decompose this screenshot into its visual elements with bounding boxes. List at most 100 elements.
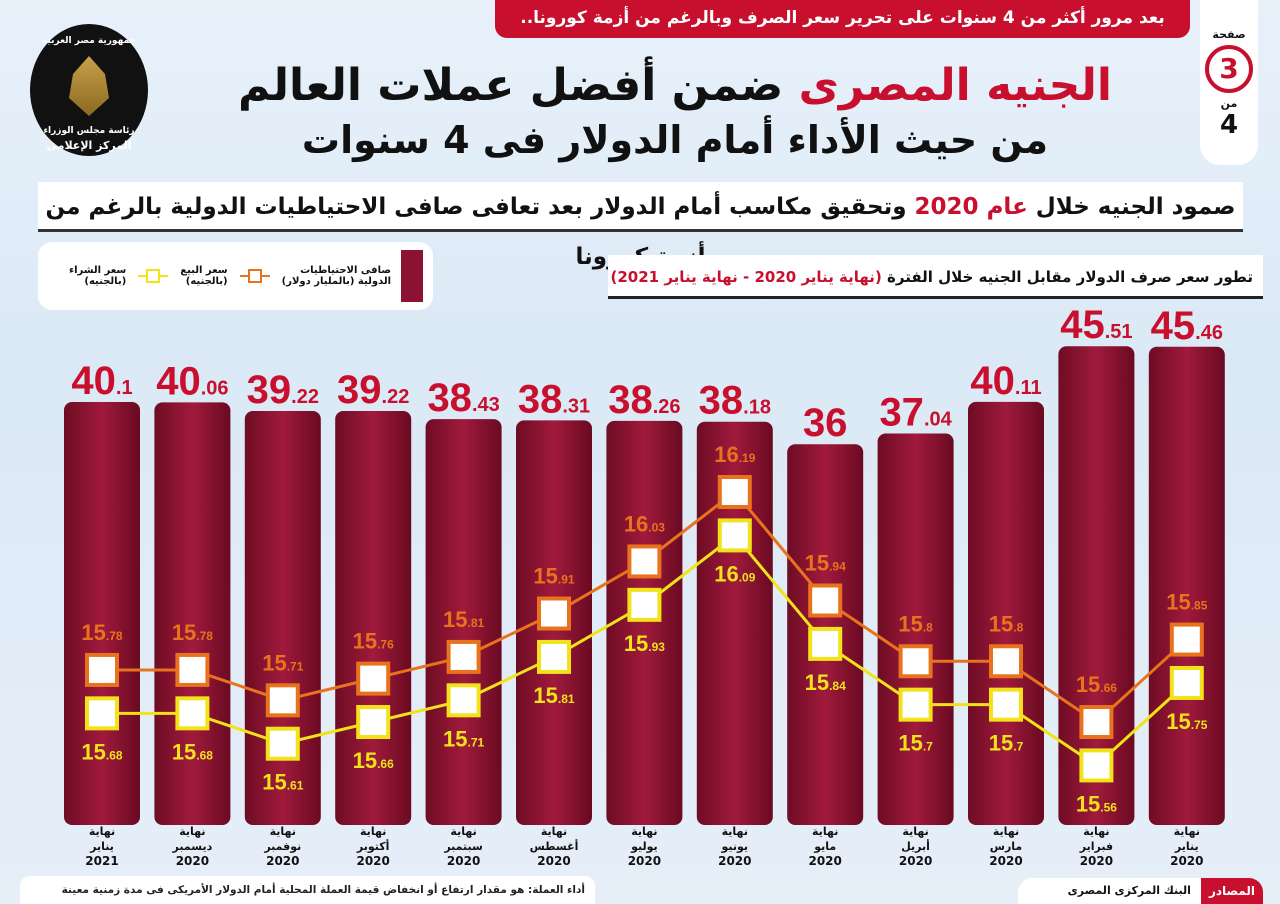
reserve-value-label: 38.43 bbox=[427, 376, 499, 420]
x-tick-line: 2020 bbox=[356, 854, 390, 868]
x-tick-line: مايو bbox=[814, 840, 837, 853]
sell-rate-label: 15.85 bbox=[1166, 590, 1207, 615]
page-title-line2: من حيث الأداء أمام الدولار فى 4 سنوات bbox=[301, 118, 1049, 162]
sell-rate-label: 15.76 bbox=[353, 629, 394, 654]
page-of: من bbox=[1220, 97, 1238, 110]
x-tick-line: 2020 bbox=[537, 854, 571, 868]
page-label: صفحة bbox=[1212, 28, 1246, 41]
x-tick-line: نهاية bbox=[1083, 825, 1110, 838]
sell-rate-marker bbox=[85, 652, 119, 687]
x-tick-line: نهاية bbox=[540, 825, 568, 838]
buy-rate-marker bbox=[356, 705, 391, 740]
sell-rate-label: 15.78 bbox=[81, 620, 122, 645]
sell-rate-marker bbox=[1079, 705, 1114, 740]
legend-sell-2: (بالجنيه) bbox=[185, 276, 228, 287]
x-tick-line: نهاية bbox=[450, 825, 477, 838]
sources: المصادر البنك المركزى المصرى bbox=[1018, 878, 1263, 904]
sources-label: المصادر bbox=[1200, 878, 1263, 904]
buy-rate-label: 16.09 bbox=[714, 561, 755, 586]
buy-rate-label: 15.71 bbox=[443, 726, 484, 751]
reserve-value-label: 39.22 bbox=[337, 368, 409, 412]
sell-rate-marker bbox=[537, 596, 571, 631]
sell-rate-marker bbox=[175, 652, 210, 687]
title-rest: ضمن أفضل عملات العالم bbox=[238, 60, 784, 111]
x-tick-line: 2020 bbox=[808, 854, 842, 868]
subtitle: صمود الجنيه خلال عام 2020 وتحقيق مكاسب أ… bbox=[38, 182, 1243, 270]
buy-rate-label: 15.75 bbox=[1166, 709, 1207, 734]
sell-rate-label: 15.91 bbox=[533, 564, 574, 589]
buy-rate-marker bbox=[537, 639, 571, 674]
buy-rate-label: 15.81 bbox=[533, 683, 574, 708]
buy-rate-label: 15.66 bbox=[353, 748, 394, 773]
x-tick-line: 2021 bbox=[85, 854, 119, 868]
buy-rate-label: 15.7 bbox=[898, 731, 933, 756]
sell-rate-marker bbox=[265, 683, 300, 718]
buy-rate-marker bbox=[989, 687, 1023, 722]
cabinet-logo: جمهورية مصر العربية رئاسة مجلس الوزراء ا… bbox=[30, 24, 148, 156]
x-tick-line: 2020 bbox=[1079, 854, 1114, 868]
reserve-bar bbox=[606, 420, 683, 825]
x-tick-line: أغسطس bbox=[529, 840, 579, 853]
x-tick-line: نهاية bbox=[812, 825, 839, 838]
top-banner: بعد مرور أكثر من 4 سنوات على تحرير سعر ا… bbox=[495, 0, 1190, 38]
chart-title: تطور سعر صرف الدولار مقابل الجنيه خلال ا… bbox=[608, 255, 1263, 299]
title-red: الجنيه المصرى bbox=[798, 60, 1112, 111]
sell-rate-label: 16.19 bbox=[714, 442, 755, 467]
x-tick-line: مارس bbox=[989, 840, 1023, 853]
x-tick-label: نهاية يناير 2020 bbox=[1147, 824, 1227, 869]
x-tick-line: فبراير bbox=[1079, 840, 1114, 853]
x-tick-label: نهاية سبتمبر 2020 bbox=[424, 824, 504, 869]
buy-rate-label: 15.61 bbox=[262, 770, 303, 795]
buy-rate-marker bbox=[175, 696, 210, 731]
logo-text-mid: رئاسة مجلس الوزراء bbox=[43, 126, 135, 136]
x-tick-line: نهاية bbox=[88, 825, 116, 838]
sell-rate-marker bbox=[898, 644, 933, 679]
x-tick-label: نهاية فبراير 2020 bbox=[1056, 824, 1136, 869]
sell-rate-marker bbox=[717, 475, 752, 509]
buy-rate-label: 15.7 bbox=[989, 731, 1024, 756]
reserve-bar bbox=[696, 421, 773, 825]
legend-buy-swatch bbox=[138, 269, 169, 283]
page-total: 4 bbox=[1219, 110, 1239, 140]
reserve-value-label: 45.51 bbox=[1060, 303, 1132, 347]
page-number: 3 bbox=[1205, 45, 1253, 93]
legend-reserves-1: صافى الاحتياطيات bbox=[300, 265, 391, 276]
logo-text-top: جمهورية مصر العربية bbox=[41, 36, 137, 46]
reserve-bar bbox=[1148, 346, 1225, 825]
reserve-value-label: 40.06 bbox=[156, 359, 228, 403]
sell-rate-label: 15.81 bbox=[443, 607, 484, 632]
x-tick-line: نهاية bbox=[179, 825, 206, 838]
buy-rate-marker bbox=[808, 626, 843, 661]
x-tick-line: نهاية bbox=[631, 825, 658, 838]
x-tick-label: نهاية أكتوبر 2020 bbox=[333, 824, 413, 869]
reserve-value-label: 38.26 bbox=[608, 378, 680, 422]
sell-rate-marker bbox=[356, 661, 391, 696]
sources-value: البنك المركزى المصرى bbox=[1018, 878, 1201, 904]
x-tick-line: 2020 bbox=[1170, 854, 1204, 868]
x-tick-line: سبتمبر bbox=[444, 840, 483, 853]
x-tick-label: نهاية مايو 2020 bbox=[785, 824, 865, 869]
buy-rate-marker bbox=[265, 726, 300, 761]
sell-rate-marker bbox=[1169, 622, 1204, 657]
page-title: الجنيه المصرى ضمن أفضل عملات العالم bbox=[200, 60, 1150, 111]
x-tick-label: نهاية يوليو 2020 bbox=[604, 824, 684, 869]
x-tick-label: نهاية نوفمبر 2020 bbox=[243, 824, 323, 869]
legend-buy-2: (بالجنيه) bbox=[84, 276, 127, 287]
reserve-value-label: 40.11 bbox=[970, 359, 1041, 403]
eagle-emblem-icon bbox=[69, 56, 109, 116]
reserve-value-label: 38.18 bbox=[699, 379, 771, 423]
sell-rate-marker bbox=[627, 544, 662, 579]
legend-buy: سعر الشراء (بالجنيه) bbox=[69, 265, 126, 287]
buy-rate-label: 15.84 bbox=[805, 670, 846, 695]
legend-reserves-2: الدولية (بالمليار دولار) bbox=[281, 276, 391, 287]
reserve-value-label: 36 bbox=[803, 401, 848, 445]
buy-rate-marker bbox=[1169, 665, 1204, 700]
sell-rate-label: 15.71 bbox=[262, 650, 303, 675]
x-tick-line: 2020 bbox=[989, 854, 1023, 868]
sell-rate-marker bbox=[446, 639, 481, 674]
chart-title-text: تطور سعر صرف الدولار مقابل الجنيه خلال ا… bbox=[887, 268, 1253, 286]
x-tick-label: نهاية أغسطس 2020 bbox=[514, 824, 594, 869]
reserve-value-label: 40.1 bbox=[71, 359, 132, 403]
x-tick-line: نوفمبر bbox=[264, 840, 302, 853]
x-tick-label: نهاية يناير 2021 bbox=[62, 824, 142, 869]
